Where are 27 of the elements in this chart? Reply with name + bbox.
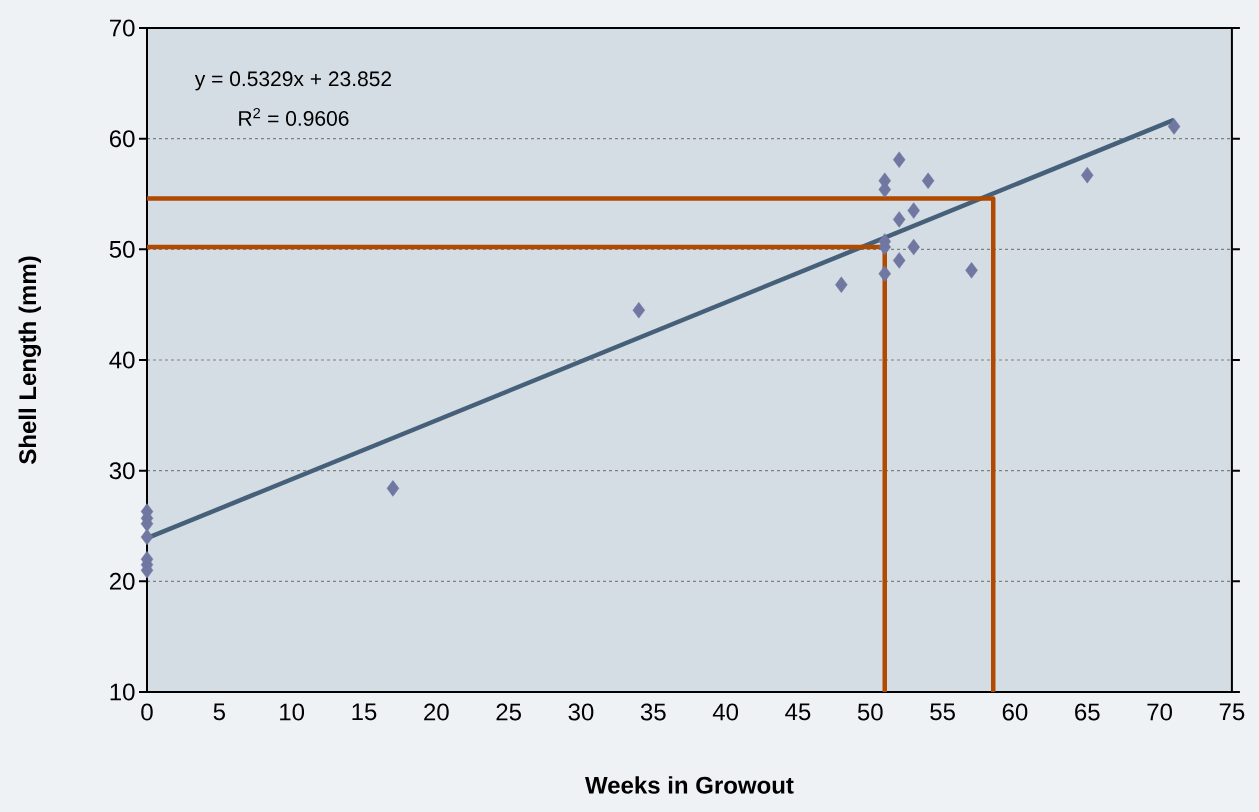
y-axis-title: Shell Length (mm) [18,256,42,464]
x-tick-label: 35 [640,703,666,721]
y-tick-label: 20 [109,572,135,590]
y-tick-label: 30 [109,462,135,480]
x-tick-label: 25 [496,703,521,721]
x-tick-label: 30 [568,703,594,721]
x-tick-label: 10 [280,703,305,721]
y-tick-label: 40 [109,351,135,369]
x-tick-label: 60 [1002,703,1028,721]
y-tick-label: 60 [110,130,135,148]
x-tick-label: 5 [213,703,225,721]
x-tick-label: 40 [712,703,739,721]
x-axis-title: Weeks in Growout [585,776,794,794]
x-tick-label: 75 [1219,703,1245,721]
x-tick-label: 15 [352,703,377,721]
x-tick-label: 0 [141,703,153,721]
x-tick-label: 55 [930,703,955,721]
y-tick-label: 10 [110,683,135,701]
y-tick-label: 50 [109,240,135,258]
y-tick-label: 70 [110,19,135,37]
x-tick-label: 65 [1075,703,1100,721]
annotation: y = 0.5329x + 23.852 [194,71,392,91]
x-tick-label: 50 [857,703,883,721]
x-tick-label: 70 [1147,703,1172,721]
x-tick-label: 20 [424,703,449,721]
x-tick-label: 45 [785,703,811,721]
annotation: R$^{2}$ = 0.9606 [239,107,349,126]
